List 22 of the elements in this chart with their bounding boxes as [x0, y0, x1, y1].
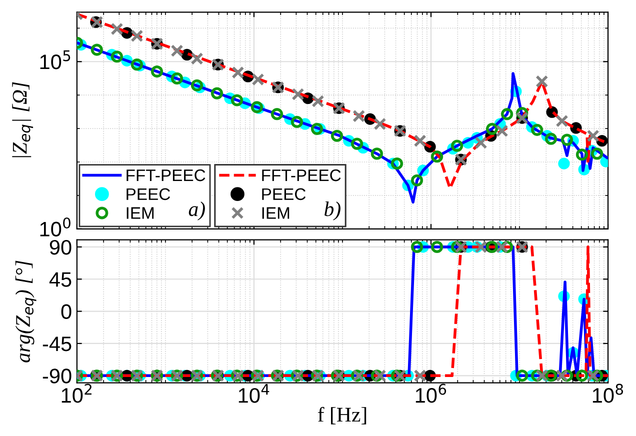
y-axis-title: |Z$_{eq}$| [Ω]: [12, 82, 34, 158]
legend-label: FFT-PEEC: [126, 169, 206, 182]
annotation: b): [324, 202, 340, 220]
x-axis-title: f [Hz]: [318, 406, 366, 424]
y-tick-label: 0: [61, 304, 72, 320]
legend-label: IEM: [262, 207, 290, 219]
legend-label: PEEC: [262, 188, 306, 200]
y-tick-label: 10$^{0}$: [40, 217, 70, 236]
y-tick-label: 45: [49, 272, 72, 287]
y-tick-label: -45: [42, 336, 72, 352]
annotation: a): [188, 202, 205, 220]
y-tick-label: 10$^{5}$: [40, 50, 70, 70]
x-tick-label: 10$^{4}$: [238, 384, 270, 403]
x-tick-label: 10$^{6}$: [416, 384, 446, 403]
x-tick-label: 10$^{8}$: [592, 384, 623, 403]
x-tick-label: 10$^{2}$: [62, 384, 92, 403]
y-tick-label: -90: [42, 368, 72, 384]
legend-label: FFT-PEEC: [262, 169, 341, 182]
y-axis-title: arg(Z$_{eq}$) [°]: [15, 260, 36, 362]
legend-label: IEM: [126, 207, 154, 219]
legend-label: PEEC: [126, 188, 170, 200]
y-tick-label: 90: [50, 240, 72, 255]
